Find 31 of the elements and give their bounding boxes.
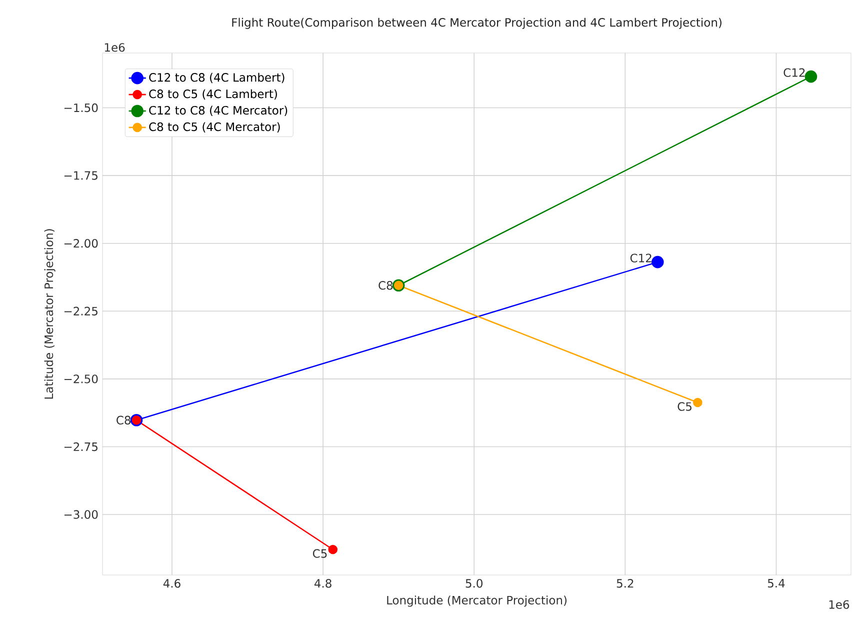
- y-tick-label: −1.50: [64, 103, 98, 112]
- x-tick-label: 4.6: [163, 579, 180, 588]
- y-tick-label: −1.75: [64, 171, 98, 180]
- point: [693, 398, 702, 408]
- point: [651, 256, 664, 268]
- point: [328, 544, 338, 554]
- x-tick-label: 5.0: [466, 579, 482, 588]
- annotation: C5: [678, 402, 692, 411]
- y-axis-title: Latitude (Mercator Projection): [44, 229, 56, 399]
- annotation: C8: [378, 281, 393, 290]
- y-tick-label: −2.75: [64, 442, 98, 452]
- legend-label: C12 to C8 (4C Mercator): [149, 106, 288, 116]
- annotation: C5: [312, 549, 327, 558]
- legend-label: C8 to C5 (4C Lambert): [149, 89, 277, 100]
- legend-label: C12 to C8 (4C Lambert): [149, 72, 284, 84]
- text: 1e6: [104, 43, 125, 52]
- point: [804, 70, 818, 83]
- y-tick-label: −2.50: [64, 374, 98, 384]
- x-tick-label: 5.2: [616, 579, 634, 588]
- text: 1e6: [829, 600, 850, 609]
- x-tick-label: 4.8: [314, 579, 332, 588]
- y-tick-label: −2.00: [64, 239, 98, 248]
- annotation: C8: [116, 416, 130, 424]
- y-tick-label: −3.00: [64, 510, 98, 519]
- x-tick-label: 5.4: [768, 579, 785, 588]
- legend-label: C8 to C5 (4C Mercator): [149, 122, 280, 132]
- x-axis-title: Longitude (Mercator Projection): [387, 596, 567, 607]
- y-tick-label: −2.25: [64, 306, 98, 316]
- chart-title: Flight Route(Comparison between 4C Mercator Projection and 4C Lambert Projection): [232, 18, 722, 29]
- annotation: C12: [630, 254, 652, 262]
- annotation: C12: [784, 68, 805, 77]
